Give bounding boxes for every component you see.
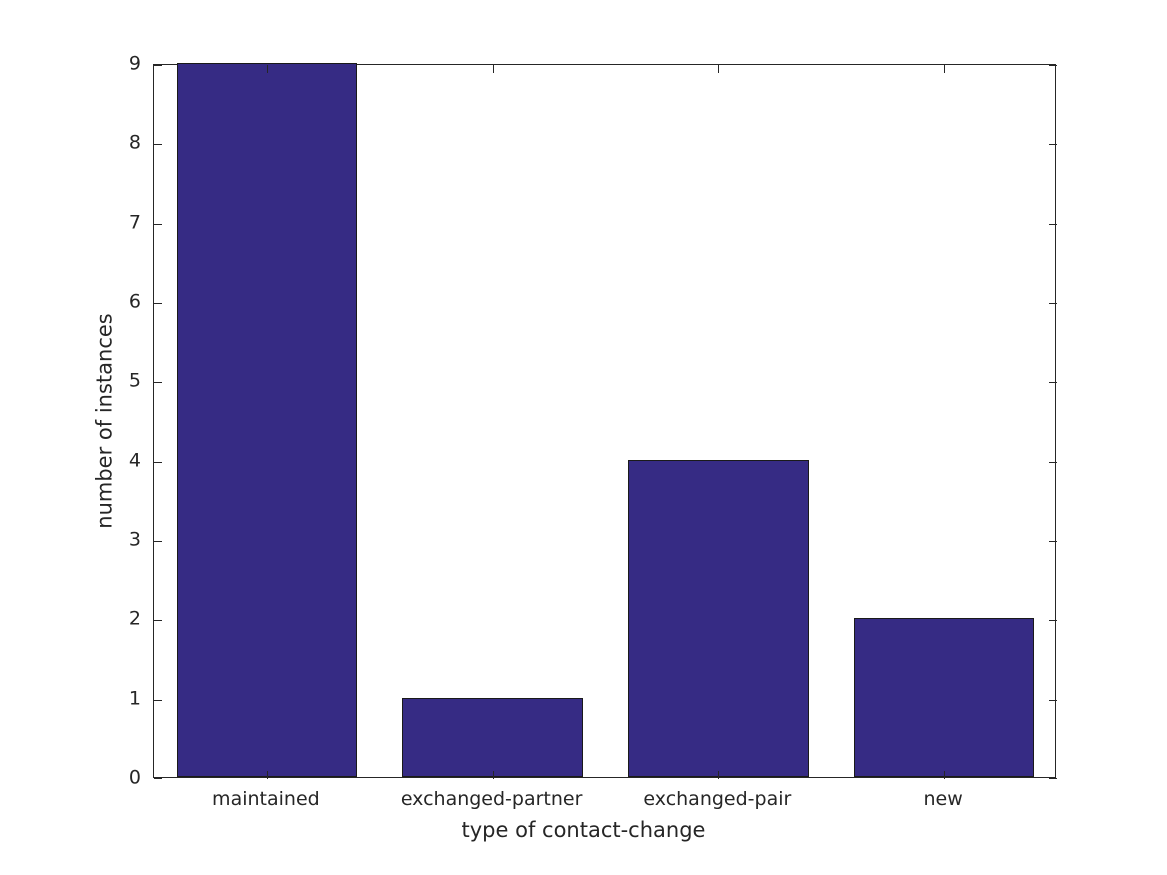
y-tick-right-4 — [1049, 461, 1057, 463]
y-tick-label-6: 6 — [128, 290, 141, 313]
y-tick-right-5 — [1049, 382, 1057, 384]
x-tick-top-maintained — [266, 65, 268, 73]
x-tick-top-exchanged-pair — [718, 65, 720, 73]
y-tick-label-3: 3 — [128, 528, 141, 551]
x-tick-label-new: new — [923, 788, 963, 810]
plot-area — [153, 63, 1057, 779]
y-tick-label-9: 9 — [128, 52, 141, 75]
y-tick-right-0 — [1049, 778, 1057, 779]
y-tick-left-4 — [154, 461, 162, 463]
y-tick-label-5: 5 — [128, 369, 141, 392]
x-tick-label-maintained: maintained — [212, 788, 320, 810]
y-tick-right-1 — [1049, 699, 1057, 701]
y-tick-right-2 — [1049, 620, 1057, 622]
x-tick-bottom-exchanged-pair — [718, 771, 720, 779]
y-tick-right-7 — [1049, 223, 1057, 225]
y-tick-left-0 — [154, 778, 162, 779]
y-tick-right-6 — [1049, 303, 1057, 304]
y-tick-left-6 — [154, 303, 162, 304]
bar-exchanged-partner — [402, 698, 583, 777]
x-tick-top-new — [944, 65, 946, 73]
bar-exchanged-pair — [628, 460, 809, 777]
x-tick-bottom-exchanged-partner — [492, 771, 494, 779]
x-tick-label-exchanged-pair: exchanged-pair — [643, 788, 792, 810]
y-tick-left-2 — [154, 620, 162, 622]
x-tick-bottom-maintained — [266, 771, 268, 779]
x-tick-label-exchanged-partner: exchanged-partner — [400, 788, 583, 810]
x-tick-bottom-new — [944, 771, 946, 779]
y-tick-left-8 — [154, 144, 162, 146]
y-tick-label-0: 0 — [128, 766, 141, 789]
y-tick-label-2: 2 — [128, 607, 141, 630]
y-tick-left-9 — [154, 65, 162, 66]
y-tick-label-8: 8 — [128, 131, 141, 154]
y-tick-right-3 — [1049, 541, 1057, 542]
y-tick-right-9 — [1049, 65, 1057, 66]
x-axis-label: type of contact-change — [461, 818, 706, 842]
y-tick-left-7 — [154, 223, 162, 225]
x-tick-top-exchanged-partner — [492, 65, 494, 73]
bar-new — [853, 618, 1035, 777]
y-tick-left-5 — [154, 382, 162, 384]
bar-maintained — [176, 63, 358, 777]
y-tick-label-4: 4 — [128, 449, 141, 472]
y-tick-left-1 — [154, 699, 162, 701]
y-tick-label-7: 7 — [128, 211, 141, 234]
y-tick-left-3 — [154, 541, 162, 542]
y-axis-label: number of instances — [92, 313, 117, 529]
y-tick-right-8 — [1049, 144, 1057, 146]
y-tick-label-1: 1 — [128, 687, 141, 710]
